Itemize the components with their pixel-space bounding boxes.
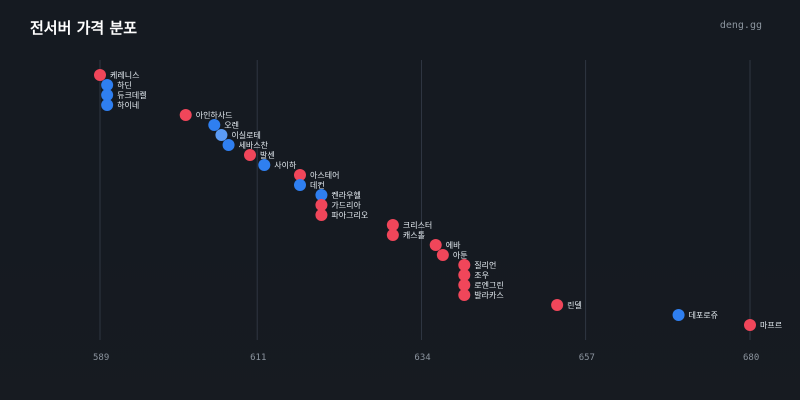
point-marker[interactable] bbox=[179, 109, 192, 121]
point-label: 조우 bbox=[474, 271, 489, 280]
point-marker[interactable] bbox=[208, 119, 221, 131]
data-point[interactable]: 파아그리오 bbox=[315, 209, 368, 221]
data-point[interactable]: 데컨 bbox=[294, 179, 325, 191]
point-marker[interactable] bbox=[294, 179, 306, 191]
point-label: 발라카스 bbox=[474, 290, 503, 300]
point-marker[interactable] bbox=[458, 259, 471, 271]
point-marker[interactable] bbox=[386, 219, 399, 231]
x-tick-label: 657 bbox=[579, 353, 595, 363]
point-marker[interactable] bbox=[315, 189, 328, 201]
data-point[interactable]: 아스테어 bbox=[294, 169, 339, 181]
x-tick-label: 634 bbox=[414, 353, 430, 363]
data-point[interactable]: 케레니스 bbox=[94, 69, 139, 81]
data-point[interactable]: 크리스터 bbox=[386, 219, 432, 231]
point-marker[interactable] bbox=[386, 229, 399, 241]
point-label: 하이네 bbox=[117, 100, 139, 110]
data-point[interactable]: 세바스찬 bbox=[222, 139, 269, 151]
point-label: 데포로쥬 bbox=[689, 311, 718, 320]
point-label: 오렌 bbox=[224, 120, 239, 130]
data-point[interactable]: 아툰 bbox=[436, 249, 468, 261]
point-marker[interactable] bbox=[429, 239, 442, 251]
data-point[interactable]: 켄라우헬 bbox=[315, 189, 361, 201]
data-point[interactable]: 에바 bbox=[429, 239, 461, 251]
point-marker[interactable] bbox=[222, 139, 235, 151]
point-label: 발센 bbox=[260, 150, 275, 160]
data-point[interactable]: 데포로쥬 bbox=[672, 309, 718, 321]
point-marker[interactable] bbox=[101, 89, 114, 101]
point-marker[interactable] bbox=[215, 129, 228, 141]
data-point[interactable]: 질리언 bbox=[458, 259, 496, 271]
point-label: 케레니스 bbox=[110, 70, 139, 80]
point-marker[interactable] bbox=[458, 289, 471, 301]
data-point[interactable]: 아인하사드 bbox=[179, 109, 233, 121]
data-point[interactable]: 로엔그린 bbox=[458, 279, 504, 291]
data-point[interactable]: 사이하 bbox=[258, 159, 297, 171]
data-point[interactable]: 하이네 bbox=[101, 99, 139, 111]
point-marker[interactable] bbox=[94, 69, 106, 81]
brand-label: deng.gg bbox=[719, 20, 762, 31]
point-label: 질리언 bbox=[474, 260, 496, 270]
point-label: 이실로테 bbox=[231, 130, 260, 140]
point-label: 크리스터 bbox=[403, 221, 432, 230]
point-label: 사이하 bbox=[274, 160, 297, 170]
point-marker[interactable] bbox=[294, 169, 306, 181]
point-label: 로엔그린 bbox=[474, 280, 503, 290]
point-marker[interactable] bbox=[101, 79, 114, 91]
point-marker[interactable] bbox=[258, 159, 271, 171]
point-marker[interactable] bbox=[744, 319, 756, 331]
page-title: 전서버 가격 분포 bbox=[30, 19, 138, 37]
point-label: 켄라우헬 bbox=[331, 190, 360, 200]
point-marker[interactable] bbox=[458, 269, 471, 281]
point-label: 캐스톨 bbox=[403, 231, 425, 240]
x-tick-label: 589 bbox=[93, 353, 109, 363]
data-point[interactable]: 가드리아 bbox=[315, 199, 362, 211]
point-label: 마프르 bbox=[760, 321, 782, 330]
point-marker[interactable] bbox=[551, 299, 564, 311]
point-label: 듀크데켈 bbox=[117, 91, 146, 100]
point-marker[interactable] bbox=[315, 209, 328, 221]
x-tick-label: 611 bbox=[250, 353, 266, 363]
point-label: 아툰 bbox=[453, 250, 468, 260]
point-marker[interactable] bbox=[672, 309, 685, 321]
point-label: 세바스찬 bbox=[239, 140, 269, 150]
data-points: 케레니스하딘듀크데켈하이네아인하사드오렌이실로테세바스찬발센사이하아스테어데컨켄… bbox=[94, 69, 782, 331]
data-point[interactable]: 마프르 bbox=[744, 319, 782, 331]
point-marker[interactable] bbox=[101, 99, 114, 111]
data-point[interactable]: 조우 bbox=[458, 269, 489, 281]
data-point[interactable]: 린델 bbox=[551, 299, 582, 311]
point-label: 데컨 bbox=[310, 180, 325, 190]
point-label: 아인하사드 bbox=[196, 110, 233, 120]
data-point[interactable]: 캐스톨 bbox=[386, 229, 425, 241]
point-label: 하딘 bbox=[117, 80, 132, 90]
data-point[interactable]: 오렌 bbox=[208, 119, 239, 131]
point-label: 파아그리오 bbox=[331, 210, 368, 220]
x-tick-label: 680 bbox=[743, 353, 759, 363]
data-point[interactable]: 이실로테 bbox=[215, 129, 261, 141]
data-point[interactable]: 하딘 bbox=[101, 79, 132, 91]
data-point[interactable]: 발라카스 bbox=[458, 289, 504, 301]
point-marker[interactable] bbox=[315, 199, 328, 211]
point-label: 아스테어 bbox=[310, 170, 339, 180]
point-marker[interactable] bbox=[458, 279, 471, 291]
point-marker[interactable] bbox=[244, 149, 256, 161]
point-label: 린델 bbox=[567, 300, 582, 310]
point-marker[interactable] bbox=[436, 249, 449, 261]
point-label: 가드리아 bbox=[331, 200, 361, 210]
data-point[interactable]: 듀크데켈 bbox=[101, 89, 147, 101]
data-point[interactable]: 발센 bbox=[244, 149, 275, 161]
x-axis-ticks: 589 611 634 657 680 bbox=[93, 353, 759, 363]
point-label: 에바 bbox=[446, 240, 461, 250]
grid-lines bbox=[99, 60, 751, 340]
